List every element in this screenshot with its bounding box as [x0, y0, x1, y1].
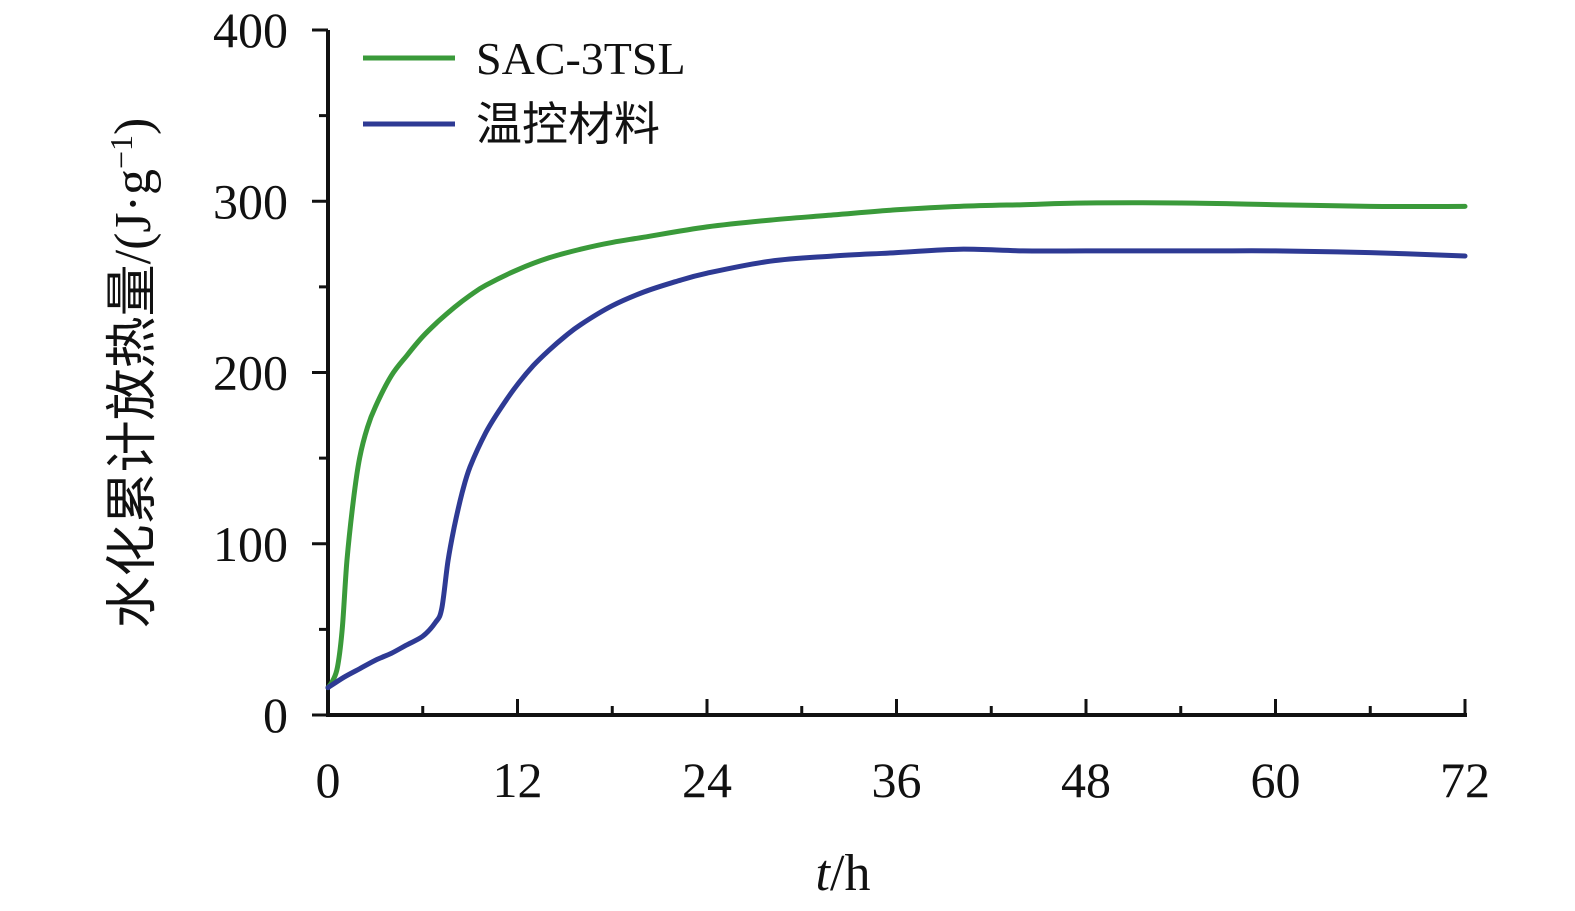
y-axis-label-close: ) [105, 118, 162, 135]
y-tick-label: 300 [213, 173, 288, 229]
legend-label-2: 温控材料 [476, 99, 660, 150]
y-tick-label: 100 [213, 516, 288, 572]
x-axis-label-unit: /h [830, 845, 870, 902]
y-axis-label-main: 水化累计放热量/(J·g [105, 169, 162, 628]
legend: SAC-3TSL 温控材料 [363, 33, 686, 150]
x-tick-label: 24 [682, 752, 732, 808]
x-tick-label: 12 [493, 752, 543, 808]
legend-label-1: SAC-3TSL [476, 33, 686, 84]
axes: 0 100 200 300 400 0 12 24 36 48 60 72 [213, 2, 1490, 808]
x-tick-label: 60 [1251, 752, 1301, 808]
series-line-1 [325, 200, 1468, 691]
series-line-2 [325, 246, 1468, 691]
x-tick-label: 48 [1061, 752, 1111, 808]
x-tick-label: 36 [872, 752, 922, 808]
x-axis-label: t/h [816, 845, 871, 902]
y-tick-label: 400 [213, 2, 288, 58]
y-axis-label: 水化累计放热量/(J·g−1) [103, 118, 162, 629]
series-lines [325, 200, 1468, 691]
y-tick-label: 0 [263, 687, 288, 743]
y-axis-label-superscript: −1 [103, 135, 139, 169]
x-tick-label: 0 [316, 752, 341, 808]
axis-labels: t/h 水化累计放热量/(J·g−1) [103, 118, 870, 902]
x-tick-label: 72 [1440, 752, 1490, 808]
x-axis-label-variable: t [816, 845, 832, 902]
y-tick-label: 200 [213, 345, 288, 401]
